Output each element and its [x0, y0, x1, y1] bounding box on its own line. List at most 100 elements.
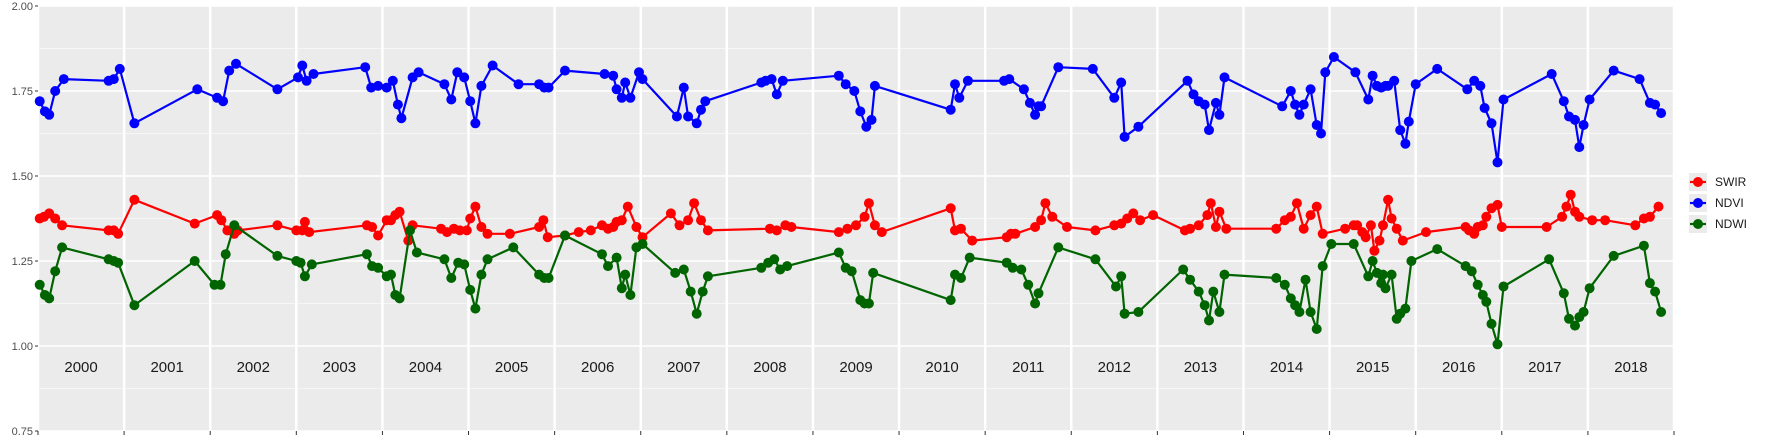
data-point-swir: [1653, 201, 1664, 212]
data-point-ndvi: [381, 82, 392, 93]
data-point-swir: [1397, 235, 1408, 246]
data-point-ndwi: [1578, 307, 1589, 317]
data-point-ndwi: [465, 284, 476, 295]
data-point-ndwi: [459, 259, 470, 270]
data-point-ndvi: [452, 67, 463, 78]
data-point-ndvi: [44, 109, 55, 120]
data-point-ndwi: [833, 247, 844, 258]
data-point-ndwi: [1305, 307, 1316, 317]
data-point-ndvi: [1650, 99, 1661, 110]
series-layer: [34, 52, 1667, 350]
data-point-ndwi: [543, 273, 554, 283]
data-point-swir: [1565, 189, 1576, 200]
data-point-ndwi: [508, 242, 519, 253]
data-point-ndvi: [1395, 125, 1406, 136]
data-point-ndvi: [696, 104, 706, 115]
data-point-ndwi: [1486, 318, 1497, 329]
data-point-ndvi: [678, 82, 689, 93]
data-point-ndvi: [1290, 99, 1301, 110]
data-point-ndvi: [950, 79, 960, 90]
data-point-ndwi: [1472, 279, 1483, 290]
data-point-ndvi: [671, 111, 682, 122]
data-point-ndvi: [1316, 128, 1326, 139]
data-point-ndwi: [782, 261, 793, 272]
data-point-ndwi: [1300, 274, 1311, 285]
data-point-ndwi: [129, 300, 140, 311]
data-point-ndwi: [189, 256, 200, 266]
data-point-ndvi: [293, 72, 303, 83]
data-point-ndvi: [487, 60, 498, 71]
data-point-ndvi: [625, 92, 636, 103]
data-point-ndvi: [1350, 67, 1361, 78]
data-point-ndvi: [620, 77, 631, 88]
data-point-ndwi: [1023, 279, 1034, 290]
data-point-ndvi: [1584, 94, 1595, 105]
data-point-swir: [1305, 210, 1316, 221]
data-point-ndwi: [1214, 307, 1225, 317]
data-point-swir: [876, 227, 887, 238]
legend-marker-swir: [1693, 177, 1703, 187]
data-point-swir: [113, 228, 124, 239]
data-point-ndvi: [1018, 84, 1029, 95]
data-point-ndvi: [599, 69, 610, 79]
data-point-ndvi: [108, 74, 119, 85]
year-label: 2002: [237, 359, 270, 376]
data-point-ndwi: [1208, 286, 1219, 297]
data-point-ndvi: [1285, 86, 1296, 96]
data-point-ndvi: [637, 74, 648, 85]
data-point-ndvi: [1558, 96, 1569, 107]
data-point-ndvi: [387, 75, 398, 86]
data-point-swir: [585, 225, 596, 236]
data-point-ndwi: [697, 286, 708, 297]
data-point-ndwi: [411, 247, 422, 258]
data-point-swir: [842, 223, 853, 234]
data-point-ndwi: [1378, 269, 1388, 280]
data-point-swir: [702, 225, 713, 236]
data-point-swir: [1047, 211, 1058, 222]
y-axis: 0.75 1.00 1.25 1.50 1.75 2.00: [12, 1, 38, 438]
data-point-ndvi: [1024, 97, 1035, 108]
data-point-ndwi: [678, 264, 689, 275]
x-axis: [37, 431, 1675, 435]
data-point-ndvi: [1608, 65, 1619, 76]
data-point-ndvi: [1053, 62, 1064, 73]
data-point-ndvi: [373, 80, 384, 91]
data-point-ndwi: [482, 254, 493, 265]
data-point-swir: [504, 228, 515, 239]
data-point-swir: [1090, 225, 1101, 236]
data-point-ndvi: [1498, 94, 1509, 105]
data-point-ndwi: [1363, 271, 1374, 282]
data-point-ndvi: [954, 92, 965, 103]
legend: SWIR NDVI NDWI: [1689, 173, 1747, 233]
data-point-ndvi: [855, 106, 866, 117]
data-point-ndvi: [700, 96, 711, 107]
data-point-ndvi: [231, 58, 241, 69]
legend-label-swir: SWIR: [1715, 175, 1747, 189]
year-label: 2006: [581, 359, 614, 376]
data-point-ndvi: [869, 80, 880, 91]
data-point-swir: [786, 222, 797, 232]
data-point-ndvi: [224, 65, 235, 76]
data-point-ndwi: [295, 257, 306, 268]
data-point-swir: [1291, 198, 1302, 209]
data-point-ndwi: [215, 279, 226, 290]
data-point-ndwi: [439, 254, 450, 265]
data-point-ndwi: [386, 269, 396, 280]
data-point-ndwi: [1007, 262, 1018, 273]
data-point-swir: [1311, 201, 1322, 212]
data-point-swir: [1010, 228, 1021, 239]
data-point-ndwi: [1053, 242, 1064, 253]
data-point-ndvi: [1492, 157, 1503, 168]
y-tick-label: 1.50: [12, 171, 33, 183]
data-point-swir: [833, 227, 844, 238]
data-point-swir: [461, 225, 472, 236]
data-point-swir: [1340, 223, 1351, 234]
data-point-ndvi: [1389, 75, 1400, 86]
data-point-ndwi: [1271, 273, 1282, 283]
data-point-swir: [538, 215, 549, 226]
data-point-ndwi: [1311, 324, 1322, 334]
data-point-swir: [1352, 220, 1363, 231]
data-point-ndwi: [50, 266, 61, 277]
y-tick-label: 1.00: [12, 341, 33, 353]
data-point-swir: [689, 198, 700, 209]
